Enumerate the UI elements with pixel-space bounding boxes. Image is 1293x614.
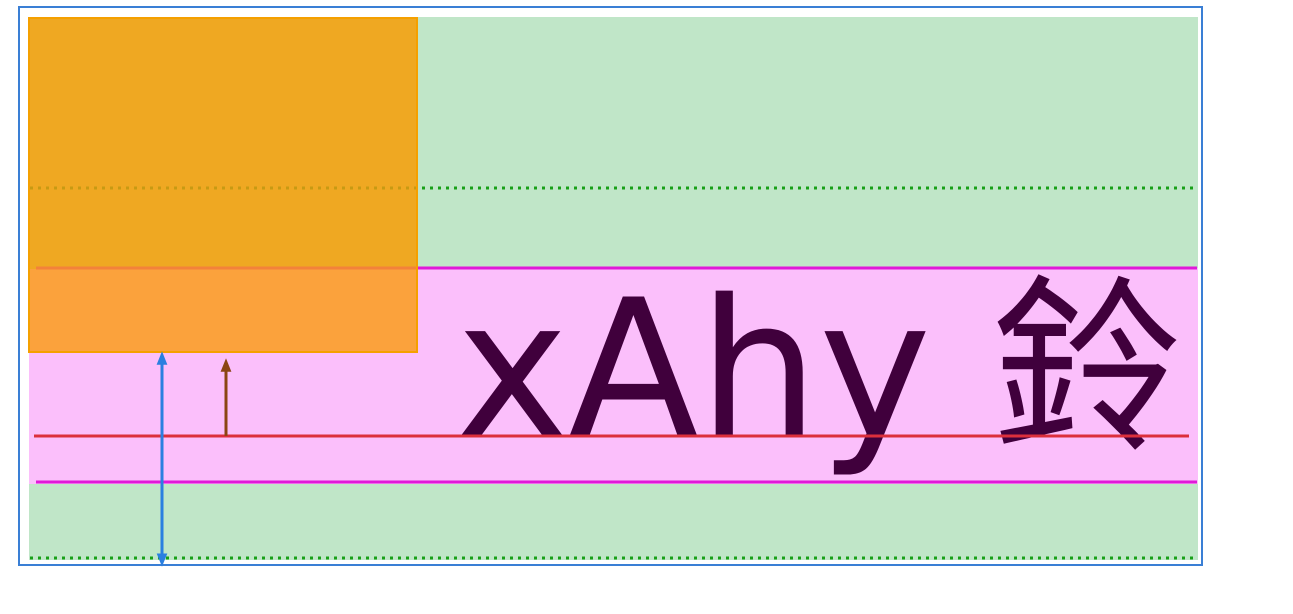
sample-text: xAhy 鈴 [456,259,1182,480]
float-box-content-overlap [30,269,416,351]
